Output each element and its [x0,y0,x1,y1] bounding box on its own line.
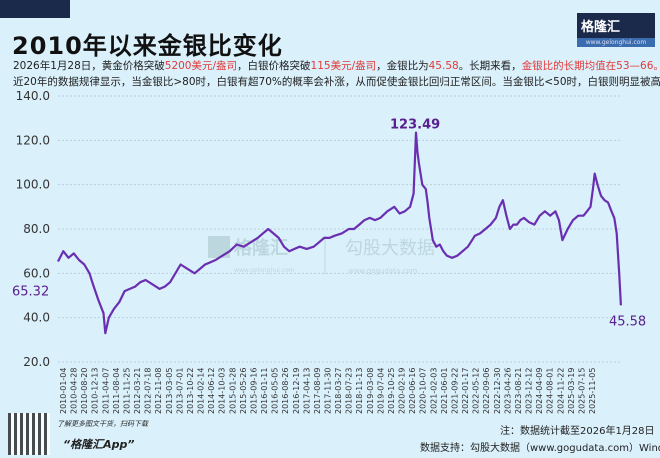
x-tick-label: 2020-10-07 [419,368,428,415]
x-tick-label: 2011-04-07 [101,368,110,415]
promo-text: 了解更多图文干货，扫码下载 [57,420,148,428]
x-tick-label: 2013-07-01 [175,368,184,415]
x-tick-label: 2010-12-13 [91,368,100,415]
brand-logo: 格隆汇 www.gelonghui.com [577,13,655,47]
x-tick-label: 2020-06-16 [408,368,417,415]
watermark-right-url: www.gogudata.com [348,267,417,275]
label-end: 45.58 [609,314,646,329]
footnote: 注：数据统计截至2026年1月28日 [500,426,655,437]
watermark: 格隆汇 www.gelonghui.com 勾股大数据 www.gogudata… [208,236,435,275]
x-tick-label: 2024-11-22 [556,368,565,415]
x-tick-label: 2023-12-12 [525,368,534,415]
x-tick-label: 2022-09-06 [482,368,491,415]
x-tick-label: 2011-11-25 [122,368,131,415]
page-title: 2010年以来金银比变化 [12,32,283,60]
watermark-logo-icon [208,236,230,258]
x-tick-label: 2022-12-30 [493,368,502,415]
y-tick-label: 40.0 [23,311,50,325]
x-tick-label: 2011-08-04 [112,368,121,415]
x-tick-label: 2013-10-22 [186,368,195,415]
x-tick-label: 2020-02-19 [398,368,407,415]
x-tick-label: 2015-05-26 [239,368,248,415]
x-tick-label: 2018-11-13 [355,368,364,415]
x-tick-label: 2017-04-13 [302,368,311,415]
description-line-1: 2026年1月28日，黄金价格突破5200美元/盎司，白银价格突破115美元/盎… [13,60,660,72]
x-tick-label: 2017-11-30 [324,368,333,415]
x-tick-label: 2012-11-08 [154,368,163,415]
app-name: “格隆汇App” [63,438,135,451]
x-tick-label: 2012-03-21 [133,368,142,415]
x-tick-label: 2023-04-26 [503,368,512,415]
x-tick-label: 2017-08-09 [313,368,322,415]
y-tick-label: 20.0 [23,355,50,369]
x-tick-label: 2019-03-08 [366,368,375,415]
x-tick-label: 2024-08-01 [546,368,555,415]
x-tick-label: 2021-06-01 [440,368,449,415]
x-tick-label: 2016-12-19 [292,368,301,415]
y-tick-label: 60.0 [23,266,50,280]
x-tick-label: 2010-08-20 [80,368,89,415]
x-tick-label: 2016-01-11 [260,368,269,415]
x-tick-label: 2019-07-04 [376,368,385,415]
x-tick-label: 2016-05-05 [271,368,280,415]
label-peak: 123.49 [390,118,440,133]
y-tick-label: 100.0 [16,178,50,192]
x-tick-label: 2018-03-27 [334,368,343,415]
x-tick-label: 2021-02-03 [429,368,438,415]
x-tick-label: 2025-07-15 [577,368,586,415]
x-tick-label: 2022-05-12 [472,368,481,415]
x-tick-label: 2018-07-23 [345,368,354,415]
x-tick-label: 2014-06-12 [207,368,216,415]
x-tick-label: 2015-09-16 [249,368,258,415]
x-tick-label: 2016-08-26 [281,368,290,415]
x-tick-label: 2023-08-21 [514,368,523,415]
data-source: 数据支持：勾股大数据（www.gogudata.com）Wind [420,443,660,454]
x-tick-label: 2025-11-05 [588,368,597,415]
x-tick-label: 2013-03-05 [165,368,174,415]
x-tick-label: 2022-01-17 [461,368,470,415]
series-line-gold-silver-ratio [57,131,622,335]
watermark-right: 勾股大数据 [345,238,435,259]
x-tick-label: 2014-10-03 [218,368,227,415]
top-bar [0,0,70,18]
x-tick-label: 2024-04-09 [535,368,544,415]
x-tick-label: 2012-07-18 [144,368,153,415]
y-tick-label: 120.0 [16,133,50,147]
x-tick-label: 2010-01-04 [59,368,68,415]
y-tick-label: 140.0 [16,89,50,103]
watermark-left-url: www.gelonghui.com [234,267,295,274]
label-start: 65.32 [12,285,49,300]
x-tick-label: 2025-03-19 [567,368,576,415]
x-tick-label: 2021-09-22 [450,368,459,415]
x-tick-label: 2015-01-28 [228,368,237,415]
qr-code[interactable] [8,413,50,455]
y-tick-label: 80.0 [23,222,50,236]
x-tick-label: 2019-10-25 [387,368,396,415]
x-tick-label: 2014-02-14 [197,368,206,415]
description-line-2: 近20年的数据规律显示，当金银比>80时，白银有超70%的概率会补涨，从而促使金… [13,76,660,88]
x-tick-label: 2010-04-28 [70,368,79,415]
watermark-left: 格隆汇 [234,237,288,259]
